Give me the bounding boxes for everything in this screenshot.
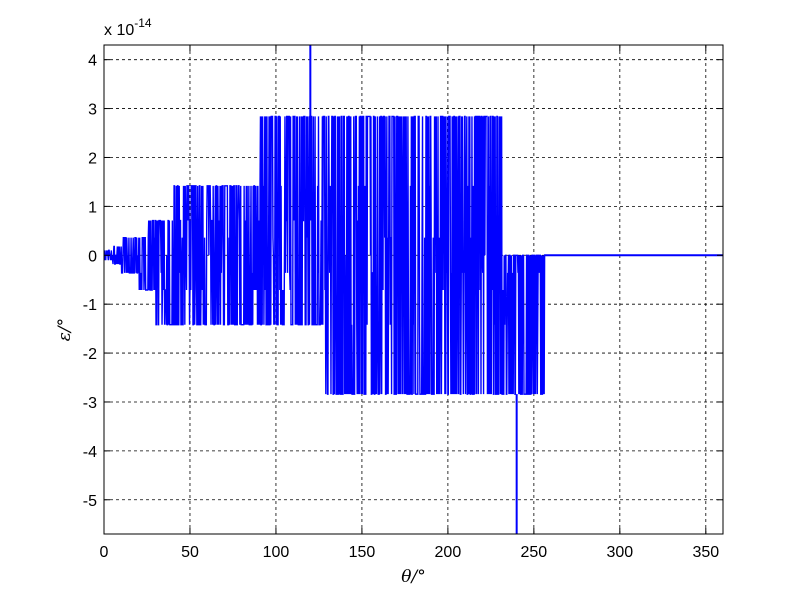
y-tick-label: 0 xyxy=(88,248,97,265)
y-exponent-base: x 10 xyxy=(104,22,134,39)
y-exponent-label: x 10-14 xyxy=(104,16,152,39)
y-tick-label: 1 xyxy=(88,199,97,216)
axes-frame xyxy=(103,44,724,535)
y-tick-label: -4 xyxy=(83,444,97,461)
y-exponent-power: -14 xyxy=(134,16,152,30)
y-axis-label: ε/° xyxy=(55,318,75,341)
x-tick-labels: 0 50 100 150 200 250 300 350 xyxy=(100,544,720,561)
y-tick-label: -3 xyxy=(83,395,97,412)
y-tick-label: 3 xyxy=(88,102,97,119)
x-tick-label: 0 xyxy=(100,544,109,561)
y-tick-label: -2 xyxy=(83,346,97,363)
x-tick-label: 300 xyxy=(606,544,633,561)
y-tick-label: 4 xyxy=(88,53,97,70)
y-tick-label: 2 xyxy=(88,150,97,167)
x-tick-label: 200 xyxy=(435,544,462,561)
x-tick-label: 100 xyxy=(263,544,290,561)
series-error xyxy=(104,45,723,534)
x-axis-label: θ/° xyxy=(401,567,425,587)
y-tick-label: -1 xyxy=(83,297,97,314)
x-tick-label: 350 xyxy=(692,544,719,561)
x-tick-label: 50 xyxy=(181,544,199,561)
y-tick-labels: -5 -4 -3 -2 -1 0 1 2 3 4 xyxy=(83,53,97,510)
axis-ticks xyxy=(103,45,723,534)
y-tick-label: -5 xyxy=(83,493,97,510)
x-tick-label: 250 xyxy=(521,544,548,561)
x-tick-label: 150 xyxy=(349,544,376,561)
plot-area xyxy=(104,45,723,534)
